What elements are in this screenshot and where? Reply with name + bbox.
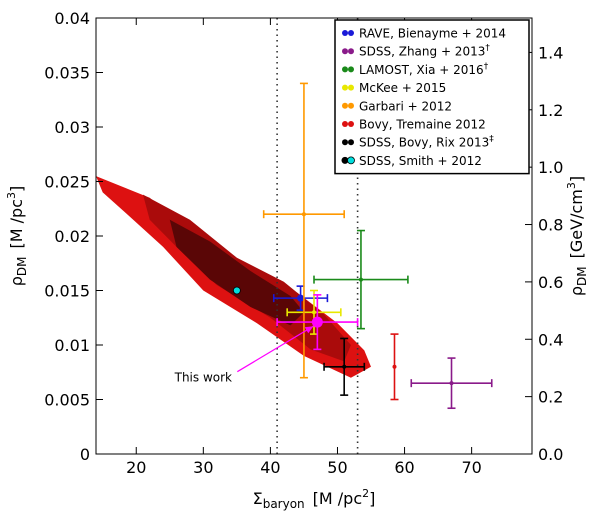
legend-marker [348,84,354,91]
legend-marker [348,48,354,55]
data-point [342,364,347,369]
y-right-tick-label: 1.4 [538,43,563,62]
y-tick-label: 0.03 [54,118,90,137]
legend-label: McKee + 2015 [359,81,446,95]
data-point [232,286,241,295]
legend-label: SDSS, Smith + 2012 [359,154,482,168]
legend-entry: Bovy, Tremaine 2012 [342,118,486,132]
extra-point [390,333,399,401]
data-point [358,277,363,282]
series-4 [262,82,345,379]
legend: RAVE, Bienayme + 2014 SDSS, Zhang + 2013†… [334,19,530,175]
y-right-tick-label: 0.8 [538,216,563,235]
y-right-tick-label: 1.2 [538,101,563,120]
legend-label: Garbari + 2012 [359,99,452,113]
legend-marker [342,84,348,91]
y-axis-label-left: ρDM[M /pc3] [5,186,29,286]
x-tick-label: 30 [193,458,213,477]
y-tick-label: 0 [80,445,90,464]
legend-marker [342,121,348,127]
legend-label: SDSS, Zhang + 2013† [359,44,490,59]
legend-label: RAVE, Bienayme + 2014 [359,27,506,41]
data-point [449,381,454,386]
y-tick-label: 0.005 [44,391,90,410]
y-tick-label: 0.04 [54,9,90,28]
band-inner [169,219,304,326]
y-right-tick-label: 1.0 [538,158,563,177]
legend-label: SDSS, Bovy, Rix 2013‡ [359,135,494,150]
y-right-tick-label: 0.0 [538,445,563,464]
legend-entry: Garbari + 2012 [342,99,452,113]
legend-marker [347,156,355,165]
y-tick-label: 0.02 [54,227,90,246]
legend-entry: McKee + 2015 [342,81,446,95]
x-tick-label: 70 [461,458,481,477]
y-tick-label: 0.035 [44,64,90,83]
data-point [312,310,316,315]
y-right-tick-label: 0.6 [538,273,563,292]
legend-entry: SDSS, Zhang + 2013† [342,44,490,59]
data-point [301,212,306,217]
legend-marker [348,139,354,146]
data-point [392,364,397,369]
legend-marker [348,102,354,109]
y-right-tick-label: 0.4 [538,330,563,349]
x-tick-label: 20 [126,458,146,477]
legend-marker [342,139,348,146]
legend-marker [341,156,349,164]
legend-marker [342,66,348,73]
legend-entry: RAVE, Bienayme + 2014 [342,27,506,41]
x-tick-label: 40 [260,458,280,477]
legend-label: LAMOST, Xia + 2016† [359,62,489,77]
legend-marker [342,30,348,36]
legend-marker [342,48,348,55]
y-tick-label: 0.015 [44,282,90,301]
axes: 20 30 40 50 60 70 0 0.005 0.01 0.015 0.02 0.025 0.03… [44,9,563,477]
legend-box [334,19,530,175]
data-series [232,82,493,410]
series-7 [276,294,359,351]
series-1 [410,357,493,410]
legend-marker [348,66,354,73]
annotation-arrow-head [304,326,314,334]
annotation-text: This work [174,371,232,385]
x-tick-label: 60 [394,458,414,477]
legend-entry: SDSS, Smith + 2012 [341,154,482,168]
legend-entry: LAMOST, Xia + 2016† [342,62,489,77]
y-tick-label: 0.01 [54,336,90,355]
x-tick-label: 50 [327,458,347,477]
annotation: This work [174,325,314,385]
legend-label: Bovy, Tremaine 2012 [359,118,486,132]
legend-marker [348,121,354,127]
series-5 [323,337,366,396]
series-2 [313,229,409,330]
series-3 [286,289,342,335]
data-point [297,294,305,302]
series-6 [232,286,241,295]
legend-marker [348,30,354,36]
density-band [96,176,371,378]
x-axis-label: Σbaryon [M /pc2] [253,487,376,511]
y-tick-label: 0.025 [44,173,90,192]
y-right-tick-label: 0.2 [538,388,563,407]
data-point [311,316,323,328]
legend-marker [342,102,348,109]
legend-entry: SDSS, Bovy, Rix 2013‡ [342,135,494,150]
annotation-arrow [237,325,314,373]
y-axis-label-right: ρDM[GeV/cm3] [565,176,589,296]
